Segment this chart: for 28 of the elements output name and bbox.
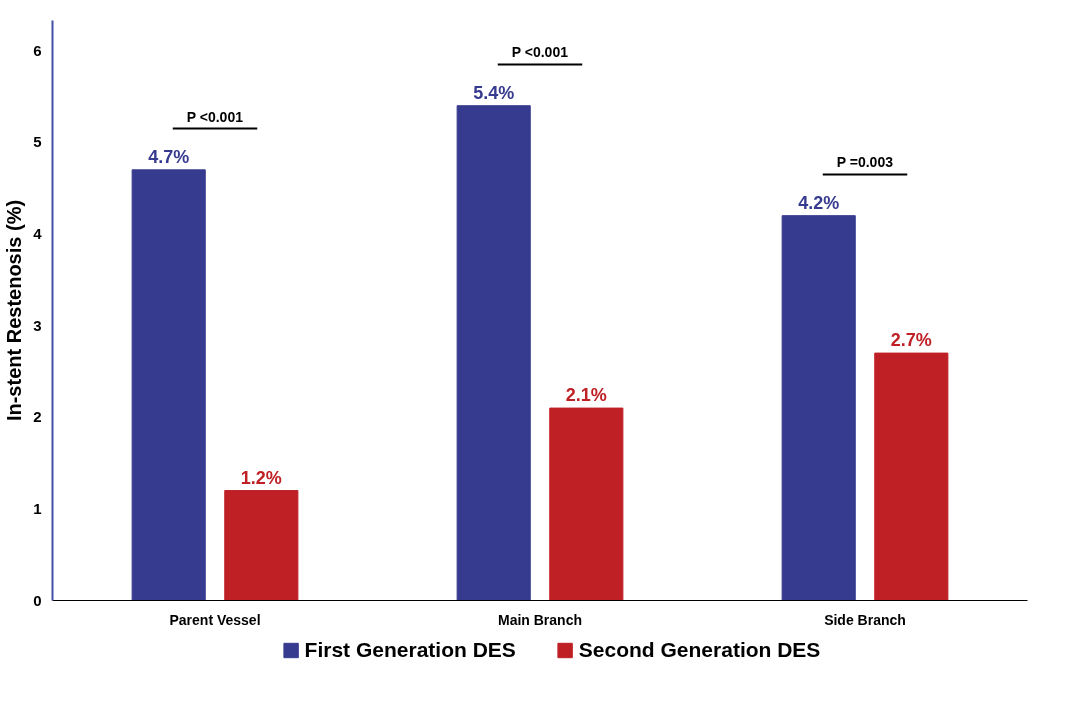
y-tick-label: 0	[33, 591, 42, 609]
bar	[224, 490, 299, 601]
y-axis-title: In-stent Restenosis (%)	[3, 199, 26, 422]
y-tick-label: 3	[33, 316, 42, 334]
legend-label: Second Generation DES	[578, 638, 821, 662]
data-label: 4.2%	[798, 192, 840, 213]
annotation: P <0.001	[511, 44, 569, 61]
bar	[874, 352, 949, 601]
data-label: 4.7%	[148, 146, 190, 167]
bar	[781, 215, 856, 601]
y-tick-label: 2	[33, 408, 42, 426]
y-tick-label: 4	[33, 224, 43, 242]
data-label: 5.4%	[473, 82, 515, 103]
x-tick-label: Main Branch	[497, 611, 583, 628]
data-label: 1.2%	[240, 467, 282, 488]
y-tick-label: 5	[33, 133, 42, 151]
y-tick-label: 6	[33, 41, 42, 59]
bar	[131, 169, 206, 601]
x-tick-label: Parent Vessel	[169, 611, 261, 628]
bar	[456, 105, 531, 601]
data-label: 2.7%	[890, 330, 932, 351]
bar	[549, 407, 624, 601]
data-label: 2.1%	[565, 385, 607, 406]
annotation: P <0.001	[186, 108, 244, 125]
legend-label: First Generation DES	[304, 638, 516, 662]
y-tick-label: 1	[33, 499, 42, 517]
annotation: P =0.003	[836, 154, 894, 171]
x-tick-label: Side Branch	[824, 611, 906, 628]
